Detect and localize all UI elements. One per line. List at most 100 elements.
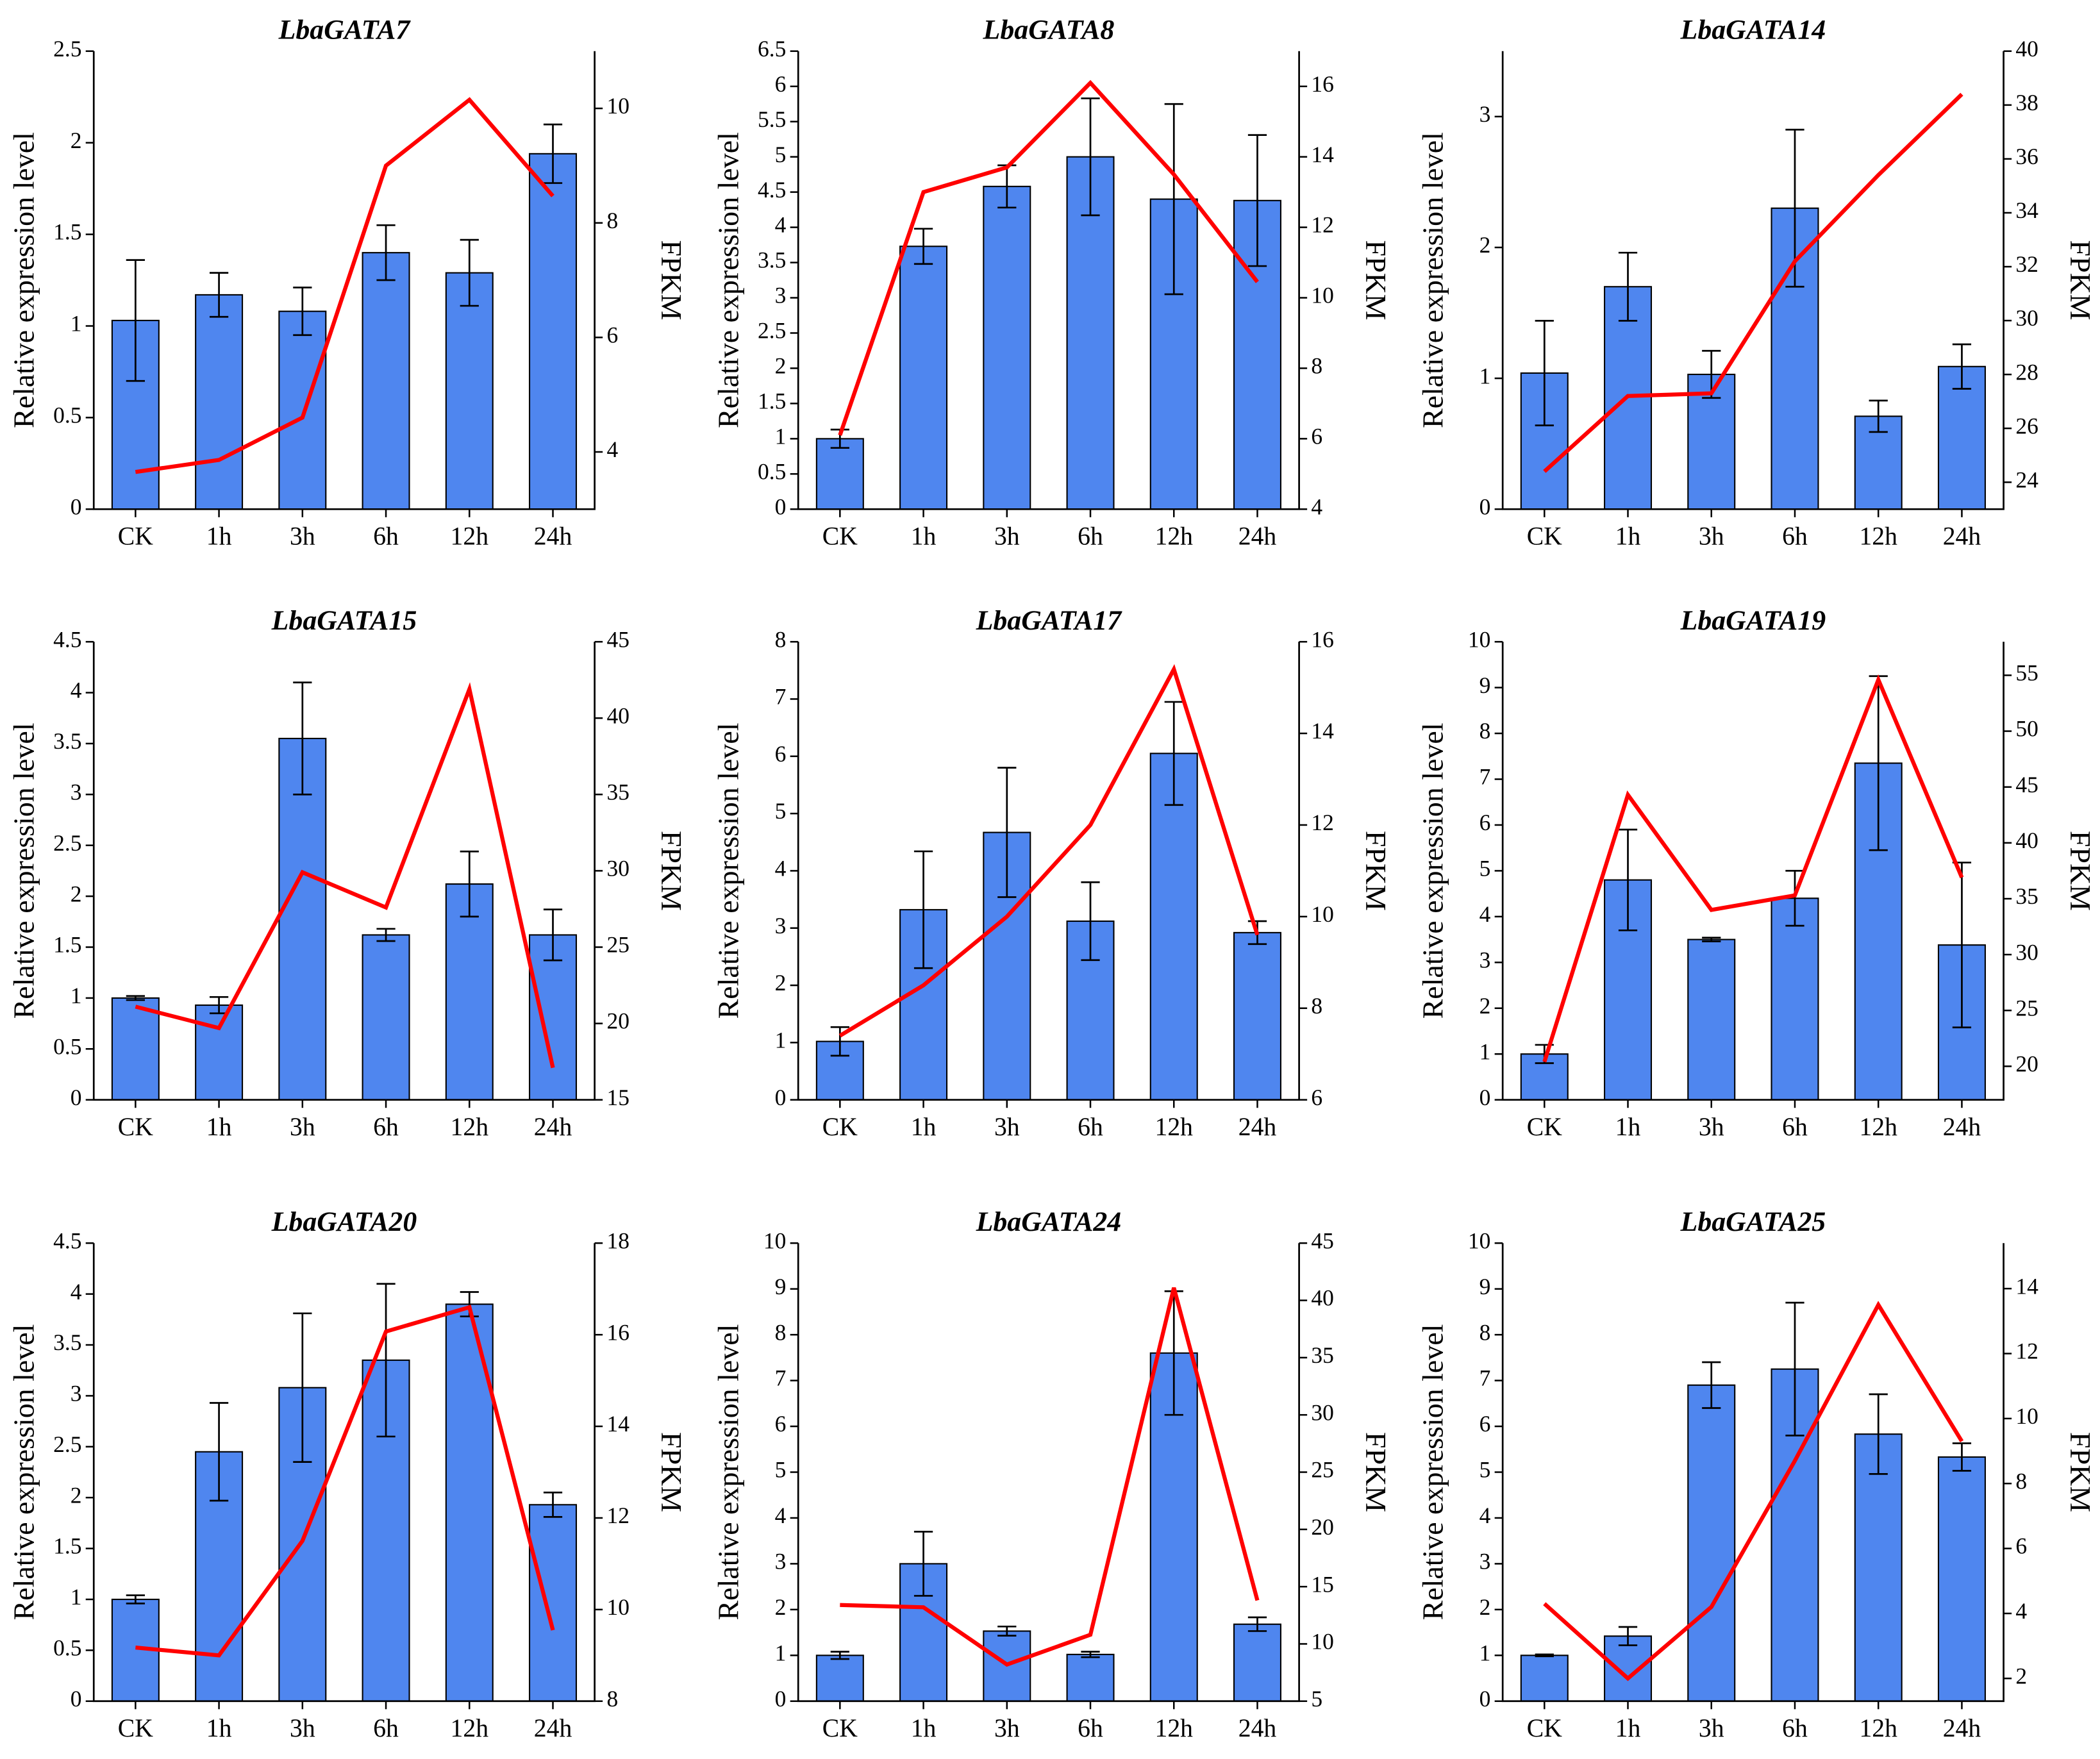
error-bar [543,1491,563,1518]
y-tick-label: 8 [1479,718,1491,744]
panel-title: LbaGATA14 [1680,15,1826,46]
y-tick-label: 0.5 [53,1635,81,1661]
error-bar [1535,1653,1554,1658]
line [1543,92,1963,473]
y2-tick-label: 6 [2015,1533,2027,1559]
error-bar [376,928,396,942]
panel-title: LbaGATA20 [271,1206,417,1237]
error-bar [293,681,312,796]
y-tick-label: 2.5 [53,830,81,856]
x-tick-label: 24h [534,1113,572,1141]
bar [1604,1635,1653,1702]
y-tick-label: 2.5 [53,36,81,62]
y-tick-label: 2 [71,1482,82,1508]
y-tick-label: 2 [775,970,787,996]
x-tick-label: 6h [1782,522,1808,550]
y-tick-label: 9 [1479,1274,1491,1299]
x-tick-label: 12h [1154,522,1193,550]
y2-tick-label: 40 [2015,36,2038,62]
y-tick-label: 2.5 [53,1431,81,1457]
y-tick-label: 2.5 [758,318,786,344]
y2-tick-label: 30 [2015,305,2038,331]
y2-tick-label: 14 [2015,1273,2038,1299]
y2-tick-label: 5 [1311,1686,1322,1712]
axes [1501,1243,2004,1703]
y-tick-label: 5 [775,1457,787,1483]
x-tick-label: 12h [1859,1113,1897,1141]
y-tick-label: 5 [775,142,787,167]
error-bar [209,272,229,318]
bar [1771,897,1819,1101]
axes [92,642,596,1101]
x-tick-label: 12h [1154,1113,1193,1141]
y-tick-label: 1 [1479,1038,1491,1064]
y2-tick-label: 14 [606,1411,629,1437]
error-bar [1702,1361,1721,1409]
y2-tick-label: 40 [2015,828,2038,853]
y2-tick-label: 18 [606,1228,629,1253]
error-bar [913,228,933,265]
x-tick-label: 6h [373,1714,399,1742]
y-tick-label: 4 [775,856,787,881]
y-tick-label: 2 [775,353,787,379]
bar [445,883,494,1101]
y-axis-label: Relative expression level [712,722,744,1019]
x-tick-label: 6h [1782,1714,1808,1742]
y-tick-label: 3.5 [53,1330,81,1355]
x-tick-label: 12h [1859,522,1897,550]
bar [815,438,864,510]
y-tick-label: 1 [1479,363,1491,388]
error-bar [1618,828,1638,931]
y-tick-label: 7 [775,1365,787,1391]
bar [1149,753,1198,1101]
error-bar [1952,1442,1972,1472]
x-tick-label: CK [1527,1113,1562,1141]
line [1543,1301,1964,1681]
bar [1687,938,1736,1101]
axes [1501,642,2004,1101]
y-tick-label: 2 [1479,232,1491,258]
error-bar [209,1402,229,1502]
y2-tick-label: 20 [2015,1051,2038,1077]
y2-tick-label: 25 [606,932,629,958]
x-tick-label: 1h [206,1113,232,1141]
x-tick-label: 24h [1943,1714,1981,1742]
y2-tick-label: 6 [1311,424,1322,449]
error-bar [1535,319,1554,427]
error-bar [1081,97,1100,217]
y2-tick-label: 15 [1311,1571,1333,1597]
bar [111,997,160,1101]
y2-tick-label: 28 [2015,359,2038,385]
y-tick-label: 3 [1479,1549,1491,1574]
x-tick-label: 1h [206,1714,232,1742]
y-axis-label: Relative expression level [1416,722,1449,1019]
panel: LbaGATA15 Relative expression level FPKM 0 0… [7,605,688,1141]
x-tick-label: 3h [1699,522,1724,550]
y-tick-label: 7 [1479,764,1491,790]
y-tick-label: 1.5 [53,932,81,958]
error-bar [460,850,479,918]
panel: LbaGATA14 Relative expression level FPKM 0 1… [1416,15,2097,551]
y-tick-label: 1 [775,1028,787,1053]
y-tick-label: 9 [775,1274,787,1299]
y-tick-label: 1 [1479,1640,1491,1665]
y2-tick-label: 26 [2015,413,2038,438]
y2-axis-label: FPKM [655,831,688,911]
y-tick-label: 3 [1479,947,1491,972]
y-tick-label: 7 [1479,1365,1491,1391]
x-tick-label: CK [118,522,153,550]
bar [983,185,1031,510]
y2-axis-label: FPKM [2064,240,2097,320]
y2-tick-label: 38 [2015,90,2038,115]
y-tick-label: 0 [1479,494,1491,519]
y-tick-label: 10 [1468,1228,1491,1253]
panel-title: LbaGATA25 [1680,1206,1826,1237]
y-tick-label: 3 [1479,101,1491,127]
error-bar [1869,399,1888,433]
x-tick-label: 6h [1078,1113,1103,1141]
x-tick-label: 24h [1238,522,1277,550]
line [135,682,555,1069]
y2-tick-label: 12 [1311,212,1333,238]
error-bar [376,1283,396,1438]
